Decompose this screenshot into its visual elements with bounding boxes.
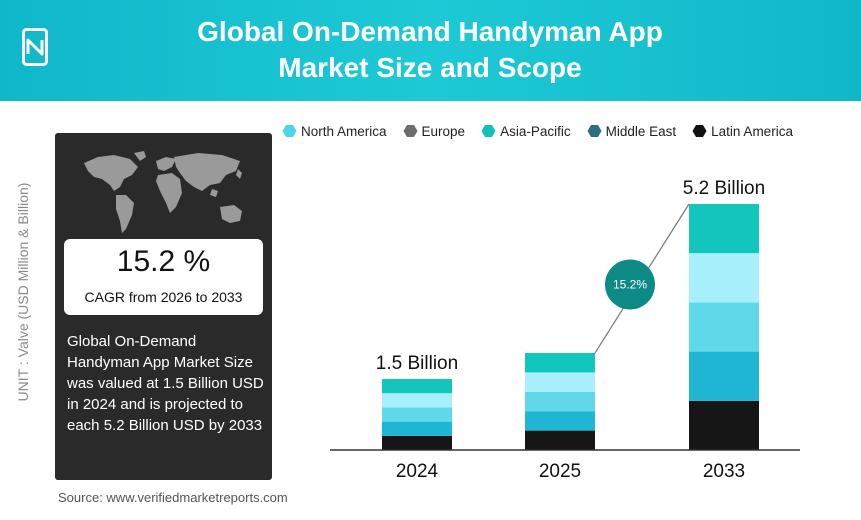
x-tick-label: 2033 [703, 461, 745, 482]
legend-item: Europe [403, 123, 466, 139]
bar-segment [382, 435, 452, 450]
bar-segment [525, 372, 595, 392]
bar-segment [525, 353, 595, 373]
header-banner: Global On-Demand Handyman App Market Siz… [0, 0, 861, 101]
source-note: Source: www.verifiedmarketreports.com [58, 490, 288, 505]
market-description: Global On-Demand Handyman App Market Siz… [67, 333, 264, 434]
bar-segment [689, 204, 759, 254]
world-map-icon [84, 151, 242, 233]
axis-label-wrap: UNIT : Valve (USD Million & Billion) [12, 160, 34, 430]
title-line-2: Market Size and Scope [278, 52, 582, 83]
summary-panel: 15.2 % CAGR from 2026 to 2033 Global On-… [55, 133, 272, 480]
bar-segment [382, 407, 452, 422]
stacked-bar-chart: 2024 1.5 Billion 2025 2033 5.2 Billion 15.2% [330, 178, 800, 482]
legend-label: Asia-Pacific [500, 123, 571, 139]
cagr-box: 15.2 % CAGR from 2026 to 2033 [64, 239, 263, 315]
legend-item: Middle East [587, 123, 677, 139]
legend-label: Europe [421, 123, 466, 139]
bar-segment [525, 430, 595, 450]
cagr-label: CAGR from 2026 to 2033 [84, 289, 243, 305]
legend-hexagon-icon [403, 125, 418, 137]
bar-value-label: 1.5 Billion [376, 353, 458, 374]
bar-segment [689, 302, 759, 352]
page-title: Global On-Demand Handyman App Market Siz… [120, 14, 740, 86]
legend-label: Middle East [605, 123, 677, 139]
legend-hexagon-icon [692, 125, 707, 137]
legend-hexagon-icon [481, 125, 496, 137]
y-axis-label: UNIT : Valve (USD Million & Billion) [15, 182, 31, 402]
cagr-value: 15.2 % [116, 245, 211, 278]
legend-label: Latin America [711, 123, 793, 139]
chart-legend: North America Europe Asia-Pacific Middle Ea… [282, 122, 809, 140]
bar-segment [382, 393, 452, 408]
legend-item: Asia-Pacific [481, 124, 571, 139]
bar-segment [382, 379, 452, 394]
bar-segment [525, 411, 595, 431]
bar-value-label: 5.2 Billion [683, 178, 765, 199]
bar-segment [382, 421, 452, 436]
legend-hexagon-icon [587, 125, 602, 137]
bar-segment [689, 400, 759, 450]
legend-item: Latin America [692, 124, 793, 139]
x-tick-label: 2024 [396, 461, 439, 482]
legend-item: North America [282, 124, 387, 139]
cagr-badge [605, 259, 655, 310]
cagr-badge-label: 15.2% [613, 278, 647, 292]
legend-hexagon-icon [282, 125, 297, 137]
legend-label: North America [301, 123, 387, 139]
bar-segment [525, 391, 595, 412]
bar-segment [689, 253, 759, 303]
bar-segment [689, 351, 759, 401]
x-tick-label: 2025 [539, 461, 581, 482]
title-line-1: Global On-Demand Handyman App [197, 16, 663, 47]
vmr-logo-icon [22, 28, 48, 66]
